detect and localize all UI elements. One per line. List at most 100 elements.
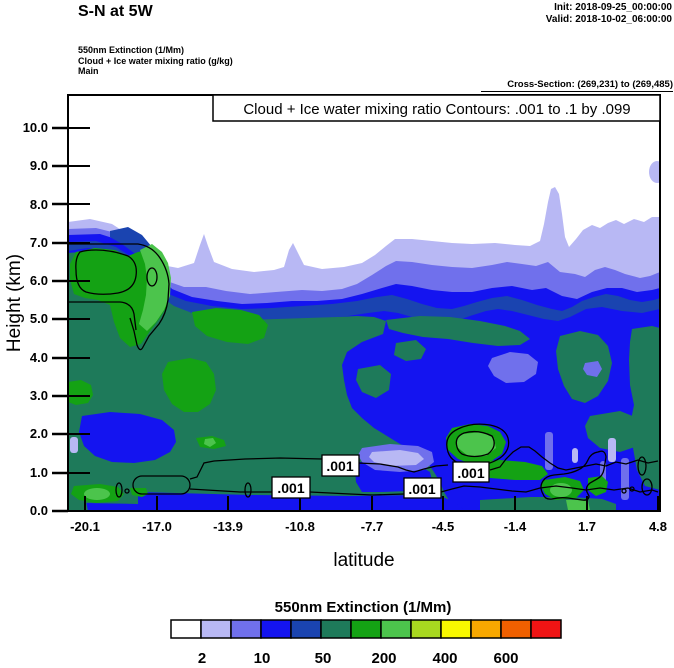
colorbar-cell — [290, 619, 322, 639]
y-axis-ticks — [52, 126, 68, 513]
contour-loop-green-right-inner — [455, 430, 495, 458]
y-tick-label: 3.0 — [30, 388, 48, 403]
x-tick-label: 4.8 — [649, 519, 667, 534]
teal-bottom-left-corner — [68, 501, 88, 511]
run-times: Init: 2018-09-25_00:00:00 Valid: 2018-10… — [546, 2, 672, 26]
colorbar-cell — [170, 619, 202, 639]
contour-label-box — [403, 477, 442, 499]
contour-dot-b — [629, 486, 635, 492]
bright-green-bottom-strip — [566, 500, 590, 510]
plot-title-box — [212, 94, 661, 122]
blue-bottom-strip — [138, 492, 465, 511]
teal-right-edge — [629, 326, 660, 490]
y-axis-labels: 0.0 1.0 2.0 3.0 4.0 5.0 6.0 7.0 8.0 9.0 … — [23, 120, 48, 518]
y-tick-label: 9.0 — [30, 158, 48, 173]
x-tick-label: -1.4 — [504, 519, 527, 534]
colorbar-cell — [320, 619, 352, 639]
field-list: 550nm Extinction (1/Mm) Cloud + Ice wate… — [78, 45, 233, 77]
contour-label: .001 — [277, 480, 304, 496]
contour-dot-a — [621, 488, 627, 494]
contour-boot-right — [540, 450, 607, 501]
colorbar-tick-label: 600 — [493, 650, 518, 667]
y-tick-label: 5.0 — [30, 311, 48, 326]
colorbar-cell — [410, 619, 442, 639]
mixing-ratio-contours — [68, 243, 659, 501]
lavender-sliver-b — [608, 438, 616, 462]
y-tick-label: 1.0 — [30, 465, 48, 480]
x-tick-label: -17.0 — [142, 519, 172, 534]
y-tick-label: 8.0 — [30, 197, 48, 212]
init-time: Init: 2018-09-25_00:00:00 — [554, 2, 672, 13]
contour-capsule — [132, 475, 191, 495]
colorbar-cell — [200, 619, 232, 639]
colorbar-tick-label: 200 — [371, 650, 396, 667]
lavender-sliver-c — [572, 448, 578, 463]
lavender-core-above-label — [369, 450, 424, 466]
contour-small-loop-left — [146, 267, 158, 287]
colorbar-cell — [260, 619, 292, 639]
y-tick-label: 6.0 — [30, 273, 48, 288]
colorbar-tick-label: 2 — [198, 650, 206, 667]
contour-tiny-mid — [244, 482, 252, 498]
contour-bean-b — [641, 478, 653, 496]
colorbar-cell — [230, 619, 262, 639]
field-mixing-ratio: Cloud + Ice water mixing ratio (g/kg) — [78, 55, 233, 66]
contour-label-box — [452, 461, 490, 483]
teal-mid-patch-a — [394, 340, 426, 361]
contour-left-outer — [68, 243, 170, 351]
teal-bottom-right-patch — [585, 411, 645, 452]
lavender-blob-top-right — [649, 161, 660, 183]
colorbar-cells — [170, 619, 562, 639]
bright-green-bottom-left-core — [84, 488, 110, 500]
contour-tiny-left-dot — [124, 488, 130, 494]
bright-green-small-core — [204, 438, 216, 447]
colorbar-title: 550nm Extinction (1/Mm) — [275, 599, 452, 616]
colorbar-labels: 2 10 50 200 400 600 — [198, 650, 519, 667]
y-axis-title: Height (km) — [4, 254, 25, 352]
contour-left-bottom — [68, 301, 137, 331]
contour-label: .001 — [408, 481, 435, 497]
contour-label: .001 — [326, 458, 353, 474]
teal-tongue — [386, 316, 530, 346]
periwinkle-blob-mid-right — [488, 352, 538, 383]
interior-ticks — [68, 127, 659, 511]
green-big-patch — [162, 358, 216, 412]
bright-green-right-core2 — [550, 483, 572, 497]
contour-left-inner — [75, 249, 137, 295]
colorbar-tick-label: 10 — [254, 650, 271, 667]
y-tick-label: 7.0 — [30, 235, 48, 250]
contour-label-box — [321, 454, 360, 477]
field-extinction: 550nm Extinction (1/Mm) — [78, 45, 185, 55]
contour-label: .001 — [457, 465, 484, 481]
cross-section-label: Cross-Section: (269,231) to (269,485) — [481, 79, 673, 92]
colorbar-tick-label: 50 — [315, 650, 332, 667]
colorbar-cell — [500, 619, 532, 639]
green-left-edge-patch — [68, 380, 93, 405]
x-axis-title: latitude — [333, 550, 394, 571]
x-tick-label: -13.9 — [213, 519, 243, 534]
green-diagonal-patch — [192, 308, 268, 344]
x-axis-labels: -20.1 -17.0 -13.9 -10.8 -7.7 -4.5 -1.4 1… — [70, 519, 667, 534]
x-tick-label: -7.7 — [361, 519, 383, 534]
blue-bottom-strip-left — [86, 503, 138, 511]
colorbar-cell — [470, 619, 502, 639]
colorbar: 550nm Extinction (1/Mm) 2 10 50 — [170, 599, 562, 667]
x-tick-label: 1.7 — [578, 519, 596, 534]
x-tick-label: -10.8 — [285, 519, 315, 534]
colorbar-cell — [440, 619, 472, 639]
contour-tiny-left — [115, 482, 123, 498]
teal-mid-patch-b — [356, 365, 391, 398]
band-navy-ribbon — [68, 241, 660, 323]
contour-fill-bands — [68, 127, 660, 511]
contour-long-upper — [189, 446, 659, 480]
y-tick-label: 10.0 — [23, 120, 48, 135]
bright-green-slope-stripe — [139, 244, 171, 331]
x-tick-label: -20.1 — [70, 519, 100, 534]
colorbar-tick-label: 400 — [432, 650, 457, 667]
y-tick-label: 4.0 — [30, 350, 48, 365]
y-tick-label: 2.0 — [30, 426, 48, 441]
blue-blob-lower-left — [79, 412, 176, 463]
y-tick-label: 0.0 — [30, 503, 48, 518]
